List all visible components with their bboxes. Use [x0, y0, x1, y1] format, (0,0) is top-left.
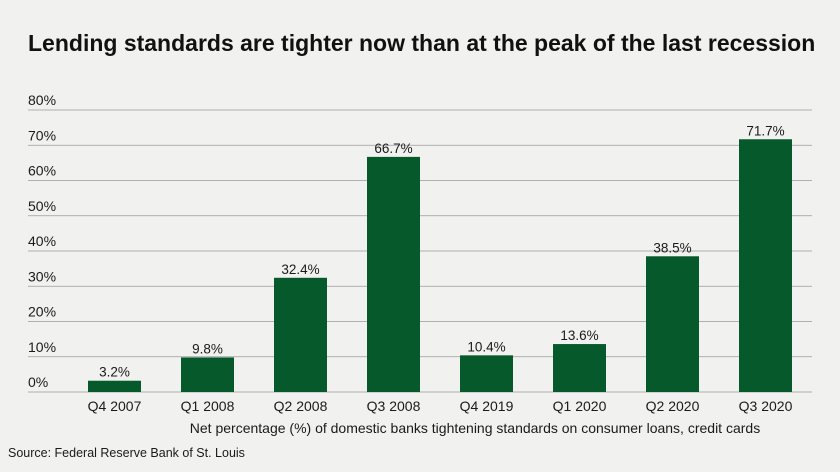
bar: [367, 156, 420, 392]
x-axis-title: Net percentage (%) of domestic banks tig…: [189, 420, 761, 436]
x-tick-label: Q1 2020: [553, 398, 607, 414]
y-tick-label: 30%: [28, 268, 56, 284]
bar: [553, 344, 606, 392]
x-tick-label: Q3 2008: [367, 398, 421, 414]
chart-title: Lending standards are tighter now than a…: [28, 30, 816, 56]
bar-value-label: 9.8%: [192, 341, 223, 356]
bar-value-label: 66.7%: [374, 141, 412, 156]
bar: [88, 380, 141, 392]
bar-value-label: 3.2%: [99, 365, 130, 380]
x-tick-label: Q2 2020: [646, 398, 700, 414]
bar-value-label: 71.7%: [746, 123, 784, 138]
y-tick-label: 0%: [28, 374, 48, 390]
bar: [646, 256, 699, 392]
bar-value-label: 38.5%: [653, 240, 691, 255]
x-axis-tick-labels: Q4 2007 Q1 2008 Q2 2008 Q3 2008 Q4 2019 Q1 20…: [88, 398, 793, 414]
bar: [181, 357, 234, 392]
x-tick-label: Q1 2008: [181, 398, 235, 414]
bar: [274, 277, 327, 392]
x-tick-label: Q4 2007: [88, 398, 142, 414]
y-tick-label: 10%: [28, 339, 56, 355]
y-tick-label: 80%: [28, 92, 56, 108]
bar: [460, 355, 513, 392]
source-note: Source: Federal Reserve Bank of St. Loui…: [8, 446, 245, 460]
y-tick-label: 40%: [28, 233, 56, 249]
y-tick-label: 50%: [28, 198, 56, 214]
bar-value-label: 32.4%: [281, 262, 319, 277]
x-tick-label: Q2 2008: [274, 398, 328, 414]
bar-value-label: 10.4%: [467, 339, 505, 354]
bar-value-label: 13.6%: [560, 328, 598, 343]
bar-chart: 0% 10% 20% 30% 40% 50% 60% 70% 80% 3.2% 9.8% 32.4%…: [28, 92, 812, 414]
bar-value-labels: 3.2% 9.8% 32.4% 66.7% 10.4% 13.6% 38.5% 71.7%: [99, 123, 785, 379]
y-tick-label: 60%: [28, 163, 56, 179]
x-tick-label: Q4 2019: [460, 398, 514, 414]
y-tick-label: 70%: [28, 127, 56, 143]
x-tick-label: Q3 2020: [739, 398, 793, 414]
y-axis-tick-labels: 0% 10% 20% 30% 40% 50% 60% 70% 80%: [28, 92, 56, 390]
bar: [739, 139, 792, 392]
y-tick-label: 20%: [28, 304, 56, 320]
bars: [88, 139, 792, 392]
